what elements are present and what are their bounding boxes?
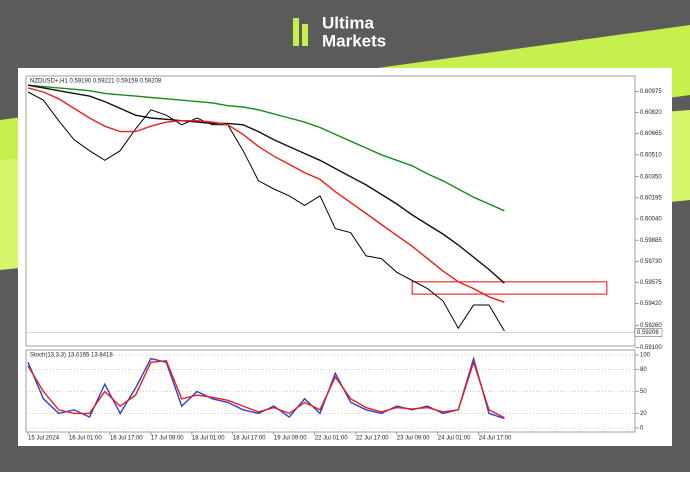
- x-tick-label: 18 Jul 01:00: [192, 436, 225, 442]
- x-tick-label: 22 Jul 17:00: [356, 436, 389, 442]
- y-tick-label: 0.59100: [640, 345, 662, 351]
- main-plot: [25, 75, 636, 347]
- stoch-plot: [25, 349, 636, 433]
- logo-icon: [293, 18, 299, 46]
- logo-icon: [302, 24, 308, 46]
- last-price-box: [634, 328, 663, 337]
- zone: [411, 281, 608, 295]
- x-tick-label: 22 Jul 01:00: [315, 436, 348, 442]
- x-tick-label: 18 Jul 17:00: [233, 436, 266, 442]
- series-line: [27, 87, 505, 303]
- brand-line1: Ultima: [322, 13, 375, 32]
- y-tick-label: 0.60820: [640, 110, 662, 116]
- last-price-label: 0.59208: [637, 330, 659, 336]
- x-tick-label: 16 Jul 01:00: [69, 436, 102, 442]
- series-line: [27, 91, 505, 332]
- series-line: [27, 84, 505, 212]
- x-tick-label: 16 Jul 17:00: [110, 436, 143, 442]
- series-line: [27, 360, 505, 419]
- y-tick-label: 0.60510: [640, 152, 662, 158]
- brand-line2: Markets: [322, 31, 386, 50]
- y-tick-label: 0.59260: [640, 323, 662, 329]
- stoch-header: Stoch(13,3,3) 13.0165 13.8418: [30, 353, 113, 359]
- y-tick-label: 0.60195: [640, 195, 662, 201]
- y-tick-label: 100: [640, 353, 651, 359]
- x-tick-label: 17 Jul 09:00: [151, 436, 184, 442]
- y-tick-label: 0.59420: [640, 301, 662, 307]
- y-tick-label: 0.59885: [640, 238, 662, 244]
- y-tick-label: 0.60350: [640, 174, 662, 180]
- y-tick-label: 0: [640, 426, 644, 432]
- x-tick-label: 24 Jul 01:00: [438, 436, 471, 442]
- x-tick-label: 15 Jul 2024: [28, 436, 60, 442]
- y-tick-label: 0.60040: [640, 217, 662, 223]
- y-tick-label: 0.60665: [640, 131, 662, 137]
- y-tick-label: 80: [640, 367, 647, 373]
- y-tick-label: 0.59730: [640, 259, 662, 265]
- y-tick-label: 20: [640, 411, 647, 417]
- chart-panel: [18, 68, 672, 446]
- y-tick-label: 0.60975: [640, 89, 662, 95]
- x-tick-label: 19 Jul 09:00: [274, 436, 307, 442]
- series-line: [27, 84, 505, 284]
- y-tick-label: 0.59575: [640, 280, 662, 286]
- x-tick-label: 24 Jul 17:00: [479, 436, 512, 442]
- x-tick-label: 23 Jul 09:00: [397, 436, 430, 442]
- chart-header: NZDUSD+,H1 0.59190 0.59221 0.59159 0.592…: [30, 79, 162, 85]
- logo: Ultima Markets: [293, 13, 386, 50]
- y-tick-label: 50: [640, 389, 647, 395]
